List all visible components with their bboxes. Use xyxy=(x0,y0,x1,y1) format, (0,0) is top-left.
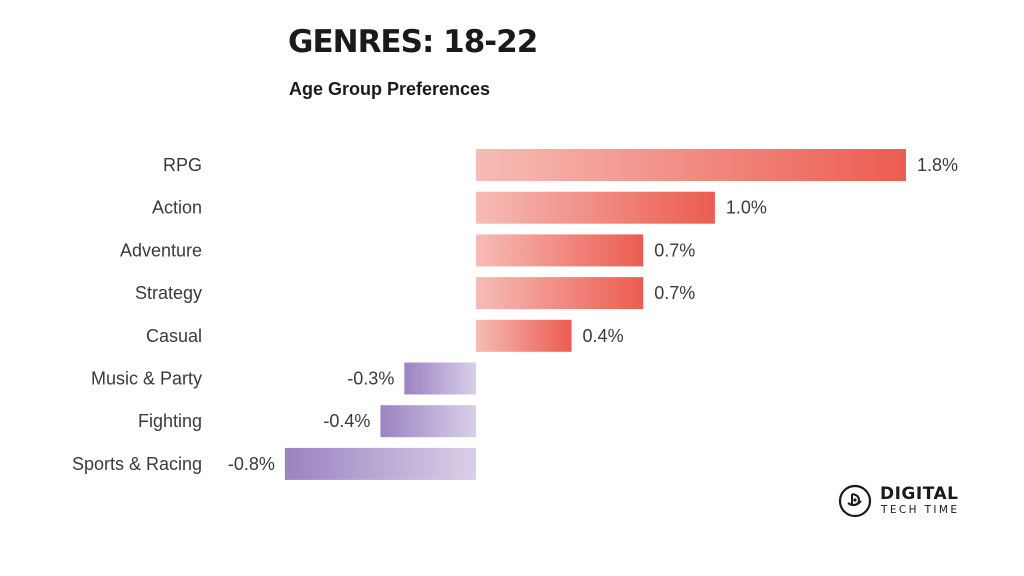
category-label-adventure: Adventure xyxy=(120,240,202,260)
category-label-fighting: Fighting xyxy=(138,411,202,431)
value-label-casual: 0.4% xyxy=(583,326,624,346)
value-label-action: 1.0% xyxy=(726,198,767,218)
bar-casual xyxy=(476,319,572,352)
bar-action xyxy=(476,191,715,224)
brand-name-line-2: TECH TIME xyxy=(881,504,960,516)
brand-name-line-1: DIGITAL xyxy=(880,484,959,504)
value-label-music-party: -0.3% xyxy=(347,369,394,389)
bar-rpg xyxy=(476,149,906,181)
digital-tech-time-logo-icon xyxy=(838,484,872,518)
bar-fighting xyxy=(380,405,476,438)
value-label-strategy: 0.7% xyxy=(654,283,695,303)
category-label-music-party: Music & Party xyxy=(91,369,202,389)
category-label-sports-racing: Sports & Racing xyxy=(72,454,202,474)
category-label-strategy: Strategy xyxy=(135,283,202,303)
value-label-rpg: 1.8% xyxy=(917,155,958,175)
category-label-rpg: RPG xyxy=(163,155,202,175)
chart-marks: RPG 1.8% Action 1.0% Adventure 0.7% Strategy 0.… xyxy=(72,149,958,480)
category-label-casual: Casual xyxy=(146,326,202,346)
category-label-action: Action xyxy=(152,198,202,218)
bar-adventure xyxy=(476,234,644,267)
value-label-adventure: 0.7% xyxy=(654,240,695,260)
value-label-sports-racing: -0.8% xyxy=(228,454,275,474)
chart-title: GENRES: 18-22 xyxy=(288,24,538,60)
bar-music-party xyxy=(404,362,476,395)
bar-sports-racing xyxy=(284,447,476,480)
value-label-fighting: -0.4% xyxy=(323,411,370,431)
brand-logo: DIGITAL TECH TIME xyxy=(838,484,978,520)
chart-subtitle: Age Group Preferences xyxy=(289,79,491,99)
bar-strategy xyxy=(476,277,644,310)
